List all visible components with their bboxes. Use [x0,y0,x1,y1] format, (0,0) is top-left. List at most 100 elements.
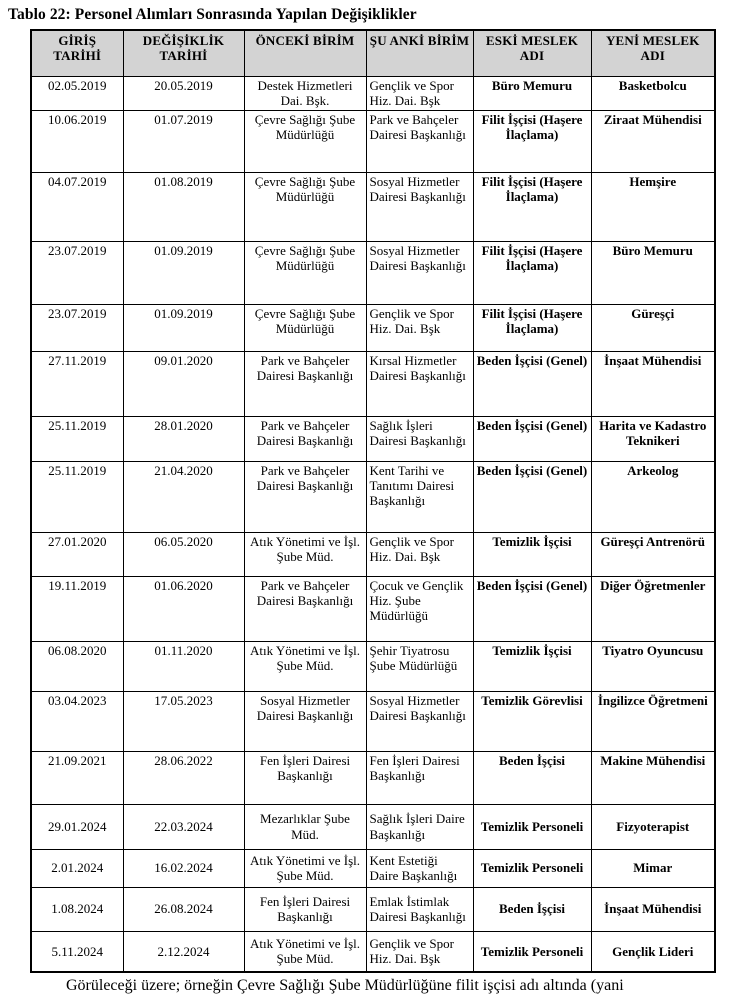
cell-eski-meslek-adi: Temizlik Personeli [472,803,592,850]
cell-suanki-birim: Emlak İstimlak Dairesi Başkanlığı [365,886,474,932]
cell-suanki-birim: Kent Tarihi ve Tanıtımı Dairesi Başkanlı… [365,460,474,533]
table-row: 21.09.2021 28.06.2022 Fen İşleri Dairesi B… [30,750,716,805]
cell-yeni-meslek-adi: Fizyoterapist [590,803,716,850]
cell-giris-tarihi: 25.11.2019 [30,460,124,533]
cell-suanki-birim: Park ve Bahçeler Dairesi Başkanlığı [365,109,474,173]
cell-degisiklik-tarihi: 20.05.2019 [122,76,245,111]
cell-eski-meslek-adi: Beden İşçisi (Genel) [472,460,592,533]
cell-suanki-birim: Sağlık İşleri Dairesi Başkanlığı [365,415,474,462]
cell-giris-tarihi: 5.11.2024 [30,930,124,973]
cell-eski-meslek-adi: Temizlik Görevlisi [472,690,592,752]
cell-onceki-birim: Atık Yönetimi ve İşl. Şube Müd. [243,640,367,692]
cell-eski-meslek-adi: Beden İşçisi (Genel) [472,350,592,417]
cell-onceki-birim: Fen İşleri Dairesi Başkanlığı [243,750,367,805]
cell-degisiklik-tarihi: 01.09.2019 [122,303,245,352]
cell-onceki-birim: Atık Yönetimi ve İşl. Şube Müd. [243,930,367,973]
cell-onceki-birim: Çevre Sağlığı Şube Müdürlüğü [243,240,367,305]
cell-suanki-birim: Çocuk ve Gençlik Hiz. Şube Müdürlüğü [365,575,474,642]
header-row: GİRİŞ TARİHİ DEĞİŞİKLİK TARİHİ ÖNCEKİ Bİ… [30,29,716,77]
cell-yeni-meslek-adi: Ziraat Mühendisi [590,109,716,173]
table-row: 5.11.2024 2.12.2024 Atık Yönetimi ve İşl. … [30,930,716,973]
cell-eski-meslek-adi: Beden İşçisi (Genel) [472,415,592,462]
cell-eski-meslek-adi: Beden İşçisi [472,886,592,932]
cell-yeni-meslek-adi: Tiyatro Oyuncusu [590,640,716,692]
table-row: 06.08.2020 01.11.2020 Atık Yönetimi ve İşl… [30,640,716,692]
cell-eski-meslek-adi: Filit İşçisi (Haşere İlaçlama) [472,303,592,352]
header-yeni-meslek-adi: YENİ MESLEK ADI [590,29,716,77]
cell-suanki-birim: Kent Estetiği Daire Başkanlığı [365,848,474,888]
cell-onceki-birim: Park ve Bahçeler Dairesi Başkanlığı [243,575,367,642]
cell-onceki-birim: Destek Hizmetleri Dai. Bşk. [243,76,367,111]
cell-eski-meslek-adi: Beden İşçisi (Genel) [472,575,592,642]
table-body: 02.05.2019 20.05.2019 Destek Hizmetleri Da… [30,76,716,973]
cell-yeni-meslek-adi: İnşaat Mühendisi [590,350,716,417]
cell-onceki-birim: Park ve Bahçeler Dairesi Başkanlığı [243,415,367,462]
table-row: 23.07.2019 01.09.2019 Çevre Sağlığı Şube M… [30,240,716,305]
table-row: 23.07.2019 01.09.2019 Çevre Sağlığı Şube M… [30,303,716,352]
cell-giris-tarihi: 21.09.2021 [30,750,124,805]
cell-onceki-birim: Çevre Sağlığı Şube Müdürlüğü [243,109,367,173]
cell-giris-tarihi: 23.07.2019 [30,240,124,305]
cell-yeni-meslek-adi: Güreşçi [590,303,716,352]
cell-suanki-birim: Sosyal Hizmetler Dairesi Başkanlığı [365,240,474,305]
table-row: 27.11.2019 09.01.2020 Park ve Bahçeler Dai… [30,350,716,417]
cell-eski-meslek-adi: Temizlik Personeli [472,848,592,888]
cell-giris-tarihi: 03.04.2023 [30,690,124,752]
table-row: 25.11.2019 28.01.2020 Park ve Bahçeler Dai… [30,415,716,462]
cell-giris-tarihi: 27.01.2020 [30,531,124,577]
cell-degisiklik-tarihi: 26.08.2024 [122,886,245,932]
cell-suanki-birim: Sosyal Hizmetler Dairesi Başkanlığı [365,690,474,752]
cell-degisiklik-tarihi: 01.06.2020 [122,575,245,642]
cell-yeni-meslek-adi: İngilizce Öğretmeni [590,690,716,752]
cell-degisiklik-tarihi: 28.06.2022 [122,750,245,805]
cell-degisiklik-tarihi: 09.01.2020 [122,350,245,417]
cell-giris-tarihi: 23.07.2019 [30,303,124,352]
cell-suanki-birim: Fen İşleri Dairesi Başkanlığı [365,750,474,805]
personnel-changes-table: GİRİŞ TARİHİ DEĞİŞİKLİK TARİHİ ÖNCEKİ Bİ… [30,29,716,974]
cell-suanki-birim: Sağlık İşleri Daire Başkanlığı [365,803,474,850]
cell-onceki-birim: Park ve Bahçeler Dairesi Başkanlığı [243,460,367,533]
cell-giris-tarihi: 25.11.2019 [30,415,124,462]
cell-degisiklik-tarihi: 01.09.2019 [122,240,245,305]
cell-yeni-meslek-adi: İnşaat Mühendisi [590,886,716,932]
cell-yeni-meslek-adi: Arkeolog [590,460,716,533]
cell-giris-tarihi: 02.05.2019 [30,76,124,111]
cell-yeni-meslek-adi: Makine Mühendisi [590,750,716,805]
cell-suanki-birim: Şehir Tiyatrosu Şube Müdürlüğü [365,640,474,692]
cell-degisiklik-tarihi: 01.11.2020 [122,640,245,692]
header-eski-meslek-adi: ESKİ MESLEK ADI [472,29,592,77]
cell-eski-meslek-adi: Filit İşçisi (Haşere İlaçlama) [472,240,592,305]
cell-eski-meslek-adi: Filit İşçisi (Haşere İlaçlama) [472,109,592,173]
table-row: 1.08.2024 26.08.2024 Fen İşleri Dairesi Ba… [30,886,716,932]
cell-eski-meslek-adi: Temizlik İşçisi [472,531,592,577]
cell-suanki-birim: Kırsal Hizmetler Dairesi Başkanlığı [365,350,474,417]
cell-suanki-birim: Gençlik ve Spor Hiz. Dai. Bşk [365,303,474,352]
cell-degisiklik-tarihi: 01.08.2019 [122,171,245,242]
cell-eski-meslek-adi: Büro Memuru [472,76,592,111]
cell-onceki-birim: Fen İşleri Dairesi Başkanlığı [243,886,367,932]
cell-onceki-birim: Çevre Sağlığı Şube Müdürlüğü [243,303,367,352]
cell-onceki-birim: Mezarlıklar Şube Müd. [243,803,367,850]
table-row: 27.01.2020 06.05.2020 Atık Yönetimi ve İşl… [30,531,716,577]
table-row: 2.01.2024 16.02.2024 Atık Yönetimi ve İşl.… [30,848,716,888]
cell-onceki-birim: Çevre Sağlığı Şube Müdürlüğü [243,171,367,242]
cell-onceki-birim: Atık Yönetimi ve İşl. Şube Müd. [243,848,367,888]
table-row: 10.06.2019 01.07.2019 Çevre Sağlığı Şube M… [30,109,716,173]
cell-eski-meslek-adi: Filit İşçisi (Haşere İlaçlama) [472,171,592,242]
cell-giris-tarihi: 06.08.2020 [30,640,124,692]
cell-giris-tarihi: 1.08.2024 [30,886,124,932]
header-suanki-birim: ŞU ANKİ BİRİM [365,29,474,77]
cell-yeni-meslek-adi: Diğer Öğretmenler [590,575,716,642]
cell-degisiklik-tarihi: 01.07.2019 [122,109,245,173]
cell-suanki-birim: Gençlik ve Spor Hiz. Dai. Bşk [365,76,474,111]
cell-yeni-meslek-adi: Gençlik Lideri [590,930,716,973]
cell-yeni-meslek-adi: Basketbolcu [590,76,716,111]
table-row: 02.05.2019 20.05.2019 Destek Hizmetleri Da… [30,76,716,111]
cell-giris-tarihi: 27.11.2019 [30,350,124,417]
cell-yeni-meslek-adi: Harita ve Kadastro Teknikeri [590,415,716,462]
cell-yeni-meslek-adi: Büro Memuru [590,240,716,305]
cell-degisiklik-tarihi: 17.05.2023 [122,690,245,752]
table-row: 19.11.2019 01.06.2020 Park ve Bahçeler Dai… [30,575,716,642]
cell-giris-tarihi: 29.01.2024 [30,803,124,850]
